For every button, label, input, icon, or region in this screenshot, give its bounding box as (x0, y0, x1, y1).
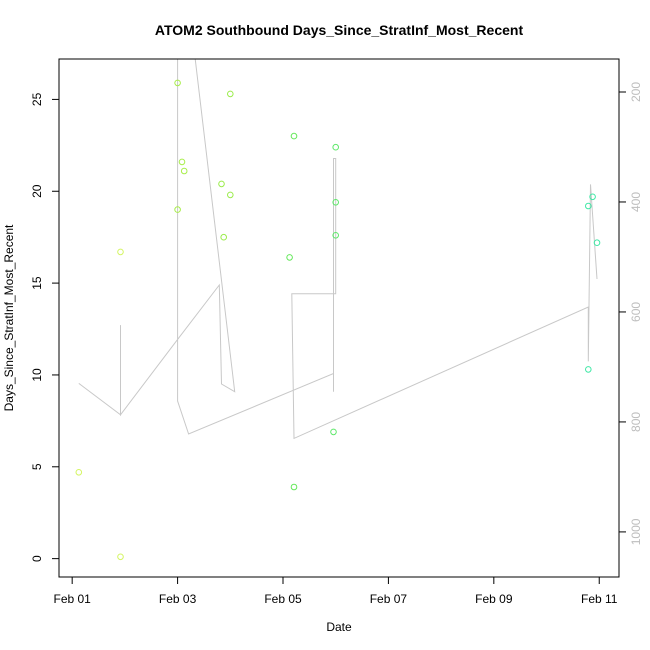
data-point (332, 143, 340, 151)
data-point (227, 191, 234, 199)
data-point (180, 167, 188, 175)
x-tick-label: Feb 11 (581, 592, 618, 606)
y-tick-label: 20 (30, 184, 44, 198)
chart-title: ATOM2 Southbound Days_Since_StratInf_Mos… (155, 22, 524, 38)
y-tick-label: 10 (30, 368, 44, 382)
data-point (117, 553, 124, 561)
data-point (585, 202, 592, 210)
x-tick-label: Feb 09 (475, 592, 513, 606)
data-point (290, 132, 298, 140)
y-right-tick-label: 1000 (629, 518, 643, 545)
y-right-tick-label: 200 (629, 82, 643, 102)
data-point (174, 79, 181, 87)
x-tick-label: Feb 07 (370, 592, 408, 606)
plot-area-frame (58, 58, 620, 578)
data-point (227, 90, 234, 98)
data-point (117, 248, 124, 256)
x-tick-label: Feb 01 (53, 592, 91, 606)
data-point (332, 199, 340, 206)
secondary-line-layer (78, 59, 598, 440)
y-tick-label: 0 (30, 555, 44, 562)
points-layer (75, 79, 601, 561)
x-tick-label: Feb 03 (159, 592, 197, 606)
data-point (178, 158, 186, 166)
y-axis-right: 200 400 600 800 1000 (619, 82, 643, 545)
y-right-tick-label: 800 (629, 412, 643, 432)
data-point (218, 180, 225, 188)
data-point (332, 232, 340, 239)
y-right-tick-label: 400 (629, 192, 643, 212)
y-axis-label: Days_Since_StratInf_Most_Recent (2, 224, 16, 411)
data-point (75, 469, 83, 476)
x-tick-label: Feb 05 (264, 592, 302, 606)
x-axis: Feb 01 Feb 03 Feb 05 Feb 07 Feb 09 Feb 11 (53, 577, 618, 606)
y-tick-label: 15 (30, 276, 44, 290)
y-axis: 0 5 10 15 20 25 (30, 92, 59, 562)
x-axis-label: Date (326, 620, 352, 634)
y-right-tick-label: 600 (629, 302, 643, 322)
data-point (330, 428, 337, 436)
data-point (220, 233, 227, 241)
data-point (286, 254, 293, 261)
data-point (589, 193, 596, 201)
data-point (585, 366, 592, 373)
y-tick-label: 25 (30, 92, 44, 106)
data-point (290, 483, 298, 491)
y-tick-label: 5 (30, 463, 44, 470)
data-point (174, 206, 181, 213)
data-point (593, 239, 601, 246)
secondary-series-line (78, 59, 598, 440)
